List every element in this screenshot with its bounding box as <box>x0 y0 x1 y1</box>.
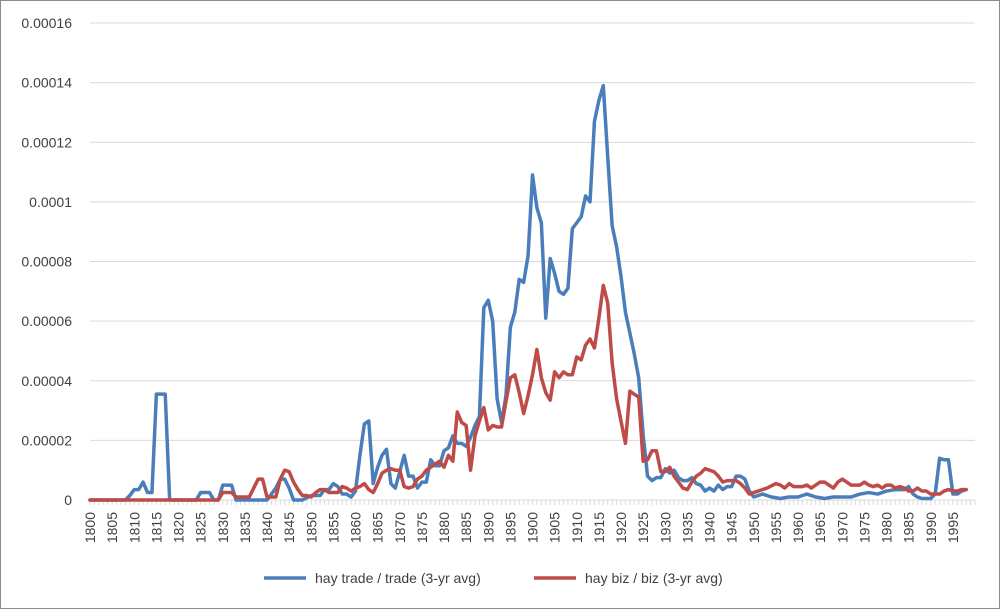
x-tick-label: 1850 <box>303 512 319 543</box>
x-tick-label: 1945 <box>724 512 740 543</box>
x-tick-label: 1870 <box>392 512 408 543</box>
x-tick-label: 1835 <box>237 512 253 543</box>
x-tick-label: 1915 <box>591 512 607 543</box>
x-tick-label: 1995 <box>945 512 961 543</box>
x-tick-label: 1930 <box>657 512 673 543</box>
series-line-0 <box>88 83 968 502</box>
x-tick-label: 1925 <box>635 512 651 543</box>
x-tick-label: 1990 <box>923 512 939 543</box>
x-tick-label: 1940 <box>702 512 718 543</box>
x-tick-label: 1810 <box>126 512 142 543</box>
x-tick-label: 1985 <box>901 512 917 543</box>
y-tick-label: 0.00012 <box>21 134 72 150</box>
x-axis-tick-marks <box>89 500 976 505</box>
x-tick-label: 1885 <box>458 512 474 543</box>
x-tick-label: 1955 <box>768 512 784 543</box>
x-tick-label: 1960 <box>790 512 806 543</box>
x-tick-label: 1980 <box>879 512 895 543</box>
y-tick-label: 0.00016 <box>21 15 72 31</box>
x-tick-label: 1900 <box>525 512 541 543</box>
y-tick-label: 0.00006 <box>21 313 72 329</box>
y-tick-label: 0 <box>64 492 72 508</box>
x-tick-label: 1845 <box>281 512 297 543</box>
x-axis-tick-labels: 1800 1805 1810 1815 1820 1825 1830 1835 1840 1845… <box>82 512 961 543</box>
x-tick-label: 1805 <box>104 512 120 543</box>
y-axis-tick-labels: 0 0.00002 0.00004 0.00006 0.00008 0.0001 0.000… <box>21 15 72 508</box>
x-tick-label: 1970 <box>834 512 850 543</box>
y-tick-label: 0.00008 <box>21 254 72 270</box>
x-tick-label: 1975 <box>856 512 872 543</box>
x-tick-label: 1950 <box>746 512 762 543</box>
x-tick-label: 1920 <box>613 512 629 543</box>
x-tick-label: 1860 <box>348 512 364 543</box>
x-tick-label: 1800 <box>82 512 98 543</box>
x-tick-label: 1840 <box>259 512 275 543</box>
x-tick-label: 1880 <box>436 512 452 543</box>
x-tick-label: 1965 <box>812 512 828 543</box>
series-lines <box>88 83 968 502</box>
x-tick-label: 1820 <box>171 512 187 543</box>
x-tick-label: 1890 <box>480 512 496 543</box>
legend-label-hay-biz: hay biz / biz (3-yr avg) <box>585 570 723 586</box>
x-tick-label: 1825 <box>193 512 209 543</box>
x-tick-label: 1855 <box>325 512 341 543</box>
legend-label-hay-trade: hay trade / trade (3-yr avg) <box>315 570 481 586</box>
x-tick-label: 1905 <box>547 512 563 543</box>
y-tick-label: 0.00004 <box>21 373 72 389</box>
x-tick-label: 1910 <box>569 512 585 543</box>
x-tick-label: 1875 <box>414 512 430 543</box>
y-tick-label: 0.00002 <box>21 432 72 448</box>
x-tick-label: 1830 <box>215 512 231 543</box>
x-tick-label: 1815 <box>148 512 164 543</box>
x-tick-label: 1935 <box>679 512 695 543</box>
series-line-1 <box>88 283 968 502</box>
x-tick-label: 1895 <box>502 512 518 543</box>
y-tick-label: 0.00014 <box>21 75 72 91</box>
x-tick-label: 1865 <box>370 512 386 543</box>
y-tick-label: 0.0001 <box>29 194 72 210</box>
legend: hay trade / trade (3-yr avg) hay biz / b… <box>264 570 723 586</box>
